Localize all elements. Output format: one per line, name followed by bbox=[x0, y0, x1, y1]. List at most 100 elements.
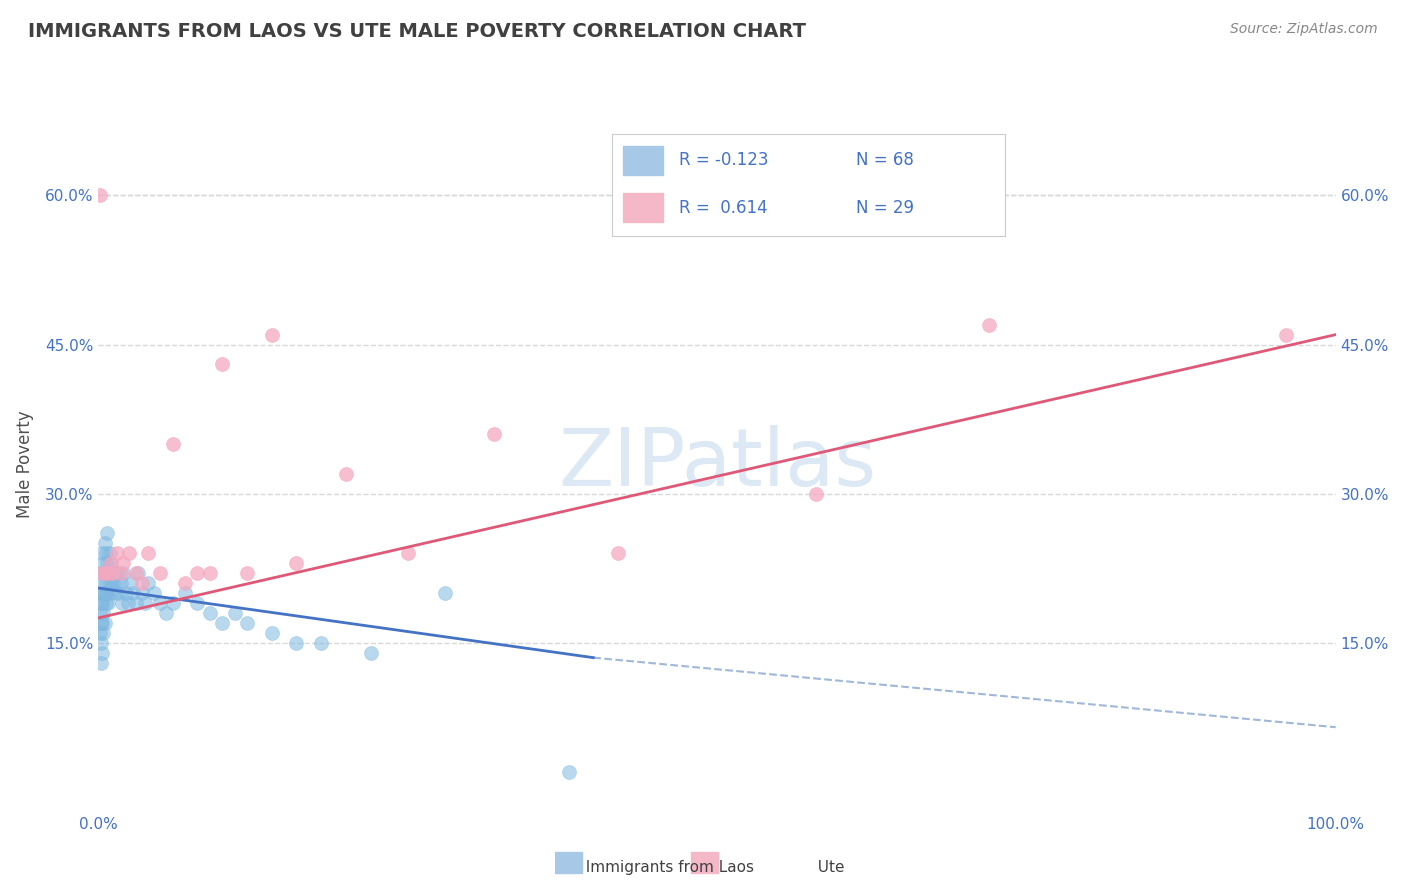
Point bbox=[211, 615, 233, 630]
Point bbox=[93, 625, 115, 640]
Point bbox=[97, 596, 120, 610]
Point bbox=[112, 556, 135, 570]
Point bbox=[396, 546, 419, 560]
Point bbox=[89, 586, 111, 600]
Point bbox=[93, 536, 115, 550]
FancyBboxPatch shape bbox=[555, 852, 582, 873]
Point bbox=[90, 636, 112, 650]
Point bbox=[149, 566, 172, 581]
Point bbox=[484, 427, 506, 442]
Point bbox=[186, 596, 208, 610]
Point bbox=[111, 596, 134, 610]
Point bbox=[90, 596, 112, 610]
Point bbox=[96, 586, 118, 600]
Point bbox=[174, 576, 197, 591]
Text: R =  0.614: R = 0.614 bbox=[679, 199, 768, 217]
Text: Ute: Ute bbox=[808, 860, 845, 874]
Point bbox=[105, 576, 128, 591]
Point bbox=[149, 596, 172, 610]
Point bbox=[309, 636, 332, 650]
Point bbox=[134, 596, 156, 610]
Text: N = 29: N = 29 bbox=[856, 199, 914, 217]
Point bbox=[100, 556, 122, 570]
Point bbox=[979, 318, 1001, 332]
Point bbox=[124, 596, 146, 610]
Text: IMMIGRANTS FROM LAOS VS UTE MALE POVERTY CORRELATION CHART: IMMIGRANTS FROM LAOS VS UTE MALE POVERTY… bbox=[28, 22, 806, 41]
Point bbox=[108, 586, 131, 600]
Point bbox=[260, 625, 283, 640]
Point bbox=[93, 586, 115, 600]
Point bbox=[96, 526, 118, 541]
Point bbox=[93, 606, 115, 620]
Point bbox=[103, 576, 125, 591]
Point bbox=[433, 586, 456, 600]
Point bbox=[91, 596, 114, 610]
Point bbox=[155, 606, 177, 620]
Point bbox=[97, 566, 120, 581]
Point bbox=[93, 586, 115, 600]
Point bbox=[98, 546, 121, 560]
Point bbox=[285, 556, 308, 570]
Point bbox=[607, 546, 630, 560]
Point bbox=[101, 566, 124, 581]
Point bbox=[224, 606, 246, 620]
Point bbox=[143, 586, 166, 600]
Point bbox=[335, 467, 357, 481]
Text: R = -0.123: R = -0.123 bbox=[679, 152, 768, 169]
Point bbox=[236, 615, 259, 630]
Point bbox=[162, 437, 184, 451]
Point bbox=[120, 576, 142, 591]
Point bbox=[91, 615, 114, 630]
Point bbox=[96, 556, 118, 570]
Point bbox=[260, 327, 283, 342]
Point bbox=[198, 566, 221, 581]
Point bbox=[89, 606, 111, 620]
Point bbox=[90, 615, 112, 630]
Point bbox=[162, 596, 184, 610]
Point bbox=[94, 576, 117, 591]
Point bbox=[91, 646, 114, 660]
Point bbox=[131, 576, 153, 591]
Point bbox=[98, 576, 121, 591]
FancyBboxPatch shape bbox=[692, 852, 717, 873]
Point bbox=[285, 636, 308, 650]
Point bbox=[211, 358, 233, 372]
Y-axis label: Male Poverty: Male Poverty bbox=[15, 410, 34, 517]
Point bbox=[124, 566, 146, 581]
Point bbox=[804, 486, 827, 500]
Point bbox=[90, 656, 112, 670]
Point bbox=[103, 566, 125, 581]
Point bbox=[94, 546, 117, 560]
Point bbox=[117, 596, 139, 610]
Point bbox=[89, 625, 111, 640]
Point bbox=[107, 566, 129, 581]
Point bbox=[110, 566, 132, 581]
Point bbox=[136, 576, 159, 591]
Point bbox=[186, 566, 208, 581]
Point bbox=[118, 546, 141, 560]
Text: ZIPatlas: ZIPatlas bbox=[558, 425, 876, 503]
Point bbox=[93, 566, 115, 581]
FancyBboxPatch shape bbox=[623, 194, 662, 222]
FancyBboxPatch shape bbox=[623, 146, 662, 175]
Point bbox=[136, 546, 159, 560]
Point bbox=[94, 596, 117, 610]
Point bbox=[105, 546, 128, 560]
Point bbox=[104, 586, 127, 600]
Point bbox=[198, 606, 221, 620]
Point bbox=[114, 586, 136, 600]
Point bbox=[93, 566, 115, 581]
Point bbox=[91, 566, 114, 581]
Point bbox=[90, 566, 112, 581]
Point bbox=[93, 615, 115, 630]
Point bbox=[122, 586, 145, 600]
Point bbox=[360, 646, 382, 660]
Point bbox=[89, 188, 111, 202]
Text: Immigrants from Laos: Immigrants from Laos bbox=[576, 860, 755, 874]
Point bbox=[174, 586, 197, 600]
Point bbox=[91, 576, 114, 591]
Point bbox=[236, 566, 259, 581]
Text: N = 68: N = 68 bbox=[856, 152, 914, 169]
Point bbox=[103, 566, 125, 581]
Point bbox=[131, 586, 153, 600]
